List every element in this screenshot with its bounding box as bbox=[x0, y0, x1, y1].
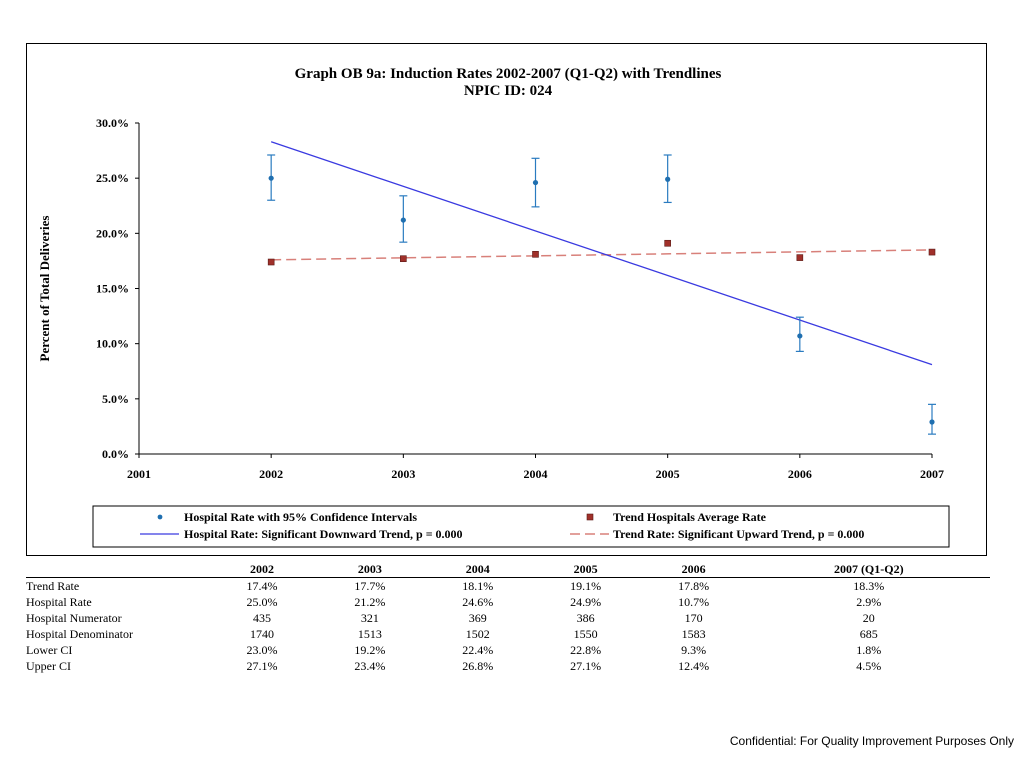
downward-trendline bbox=[270, 141, 933, 366]
table-row: Lower CI 23.0% 19.2% 22.4% 22.8% 9.3% 1.8% bbox=[26, 642, 990, 658]
y-tick-label: 20.0% bbox=[96, 226, 129, 240]
table-cell: 1502 bbox=[465, 626, 490, 641]
table-cell: 25.0% bbox=[246, 594, 278, 609]
x-tick-label: 2007 bbox=[920, 467, 944, 481]
legend-upward-label: Trend Rate: Significant Upward Trend, p … bbox=[613, 527, 864, 541]
table-cell: 27.1% bbox=[570, 658, 602, 673]
table-cell: 19.1% bbox=[570, 578, 602, 593]
legend-hospital-label: Hospital Rate with 95% Confidence Interv… bbox=[184, 510, 417, 524]
trend-average-marker bbox=[928, 248, 936, 256]
table-row: Hospital Denominator 1740 1513 1502 1550 1583… bbox=[26, 626, 990, 642]
legend-box bbox=[92, 505, 950, 548]
table-row-label: Hospital Rate bbox=[26, 594, 92, 609]
table-cell: 19.2% bbox=[354, 642, 386, 657]
hospital-rate-point bbox=[797, 333, 803, 339]
table-cell: 4.5% bbox=[856, 658, 882, 673]
legend-hospital-marker bbox=[157, 514, 163, 520]
table-cell: 1583 bbox=[681, 626, 706, 641]
table-cell: 23.0% bbox=[246, 642, 278, 657]
table-column-header: 2007 (Q1-Q2) bbox=[747, 562, 990, 578]
table-row-label: Hospital Numerator bbox=[26, 610, 122, 625]
table-cell: 9.3% bbox=[681, 642, 707, 657]
trend-average-marker bbox=[400, 255, 407, 263]
table-row-label: Trend Rate bbox=[26, 578, 80, 593]
table-row-label: Lower CI bbox=[26, 642, 73, 657]
table-cell: 18.1% bbox=[462, 578, 494, 593]
table-cell: 170 bbox=[684, 610, 703, 625]
trend-average-marker bbox=[532, 250, 539, 258]
table-cell: 21.2% bbox=[354, 594, 386, 609]
table-corner-header bbox=[26, 562, 208, 578]
y-tick-label: 30.0% bbox=[96, 116, 129, 130]
table-cell: 23.4% bbox=[354, 658, 386, 673]
hospital-rate-point bbox=[532, 179, 539, 186]
chart-subtitle: NPIC ID: 024 bbox=[464, 83, 553, 99]
upward-trendline bbox=[271, 249, 933, 261]
table-cell: 2.9% bbox=[856, 594, 882, 609]
table-body: Trend Rate 17.4% 17.7% 18.1% 19.1% 17.8% 18.3%… bbox=[26, 578, 990, 675]
legend-trend-marker bbox=[586, 513, 594, 521]
x-tick-label: 2001 bbox=[127, 467, 151, 481]
x-tick-label: 2003 bbox=[391, 467, 415, 481]
table-cell: 685 bbox=[859, 626, 878, 641]
table-cell: 12.4% bbox=[678, 658, 710, 673]
table-header-row: 2002 2003 2004 2005 2006 2007 (Q1-Q2) bbox=[26, 562, 990, 578]
chart-svg: Graph OB 9a: Induction Rates 2002-2007 (… bbox=[37, 66, 950, 548]
table-column-header: 2002 bbox=[208, 562, 316, 578]
legend-trend-label: Trend Hospitals Average Rate bbox=[613, 510, 767, 524]
table-cell: 321 bbox=[360, 610, 379, 625]
table-cell: 10.7% bbox=[678, 594, 710, 609]
table-cell: 17.8% bbox=[678, 578, 710, 593]
table-cell: 17.7% bbox=[354, 578, 386, 593]
hospital-rate-point bbox=[268, 175, 274, 181]
chart-title: Graph OB 9a: Induction Rates 2002-2007 (… bbox=[295, 66, 722, 82]
table-cell: 18.3% bbox=[853, 578, 885, 593]
trend-average-marker bbox=[796, 254, 804, 261]
table-cell: 20 bbox=[862, 610, 875, 625]
footer-note: Confidential: For Quality Improvement Pu… bbox=[729, 734, 1014, 748]
table-cell: 24.6% bbox=[462, 594, 494, 609]
y-tick-label: 5.0% bbox=[102, 392, 129, 406]
hospital-rate-point bbox=[400, 217, 406, 223]
table-cell: 1.8% bbox=[856, 642, 882, 657]
x-tick-label: 2004 bbox=[524, 467, 548, 481]
table-cell: 1550 bbox=[573, 626, 598, 641]
legend-downward-label: Hospital Rate: Significant Downward Tren… bbox=[184, 527, 463, 541]
table-row: Hospital Rate 25.0% 21.2% 24.6% 24.9% 10.7% 2.… bbox=[26, 594, 990, 610]
table-cell: 22.8% bbox=[570, 642, 602, 657]
trend-average-marker bbox=[267, 258, 275, 266]
table-cell: 26.8% bbox=[462, 658, 494, 673]
hospital-rate-point bbox=[929, 419, 935, 425]
data-table: 2002 2003 2004 2005 2006 2007 (Q1-Q2) Trend R… bbox=[26, 562, 990, 674]
table-row-label: Hospital Denominator bbox=[26, 626, 133, 641]
y-tick-label: 0.0% bbox=[102, 447, 129, 461]
table-cell: 369 bbox=[468, 610, 487, 625]
y-axis-title: Percent of Total Deliveries bbox=[37, 216, 52, 362]
y-tick-label: 25.0% bbox=[96, 171, 129, 185]
x-tick-label: 2002 bbox=[259, 467, 283, 481]
table-cell: 27.1% bbox=[246, 658, 278, 673]
table-row: Trend Rate 17.4% 17.7% 18.1% 19.1% 17.8% 18.3% bbox=[26, 578, 990, 595]
table-row: Hospital Numerator 435 321 369 386 170 20 bbox=[26, 610, 990, 626]
y-tick-label: 15.0% bbox=[96, 282, 129, 296]
table-cell: 17.4% bbox=[246, 578, 278, 593]
table-cell: 24.9% bbox=[570, 594, 602, 609]
x-tick-label: 2006 bbox=[788, 467, 812, 481]
table-column-header: 2005 bbox=[531, 562, 640, 578]
hospital-rate-point bbox=[665, 176, 671, 182]
table-cell: 1740 bbox=[249, 626, 274, 641]
chart-frame: Graph OB 9a: Induction Rates 2002-2007 (… bbox=[26, 43, 987, 556]
table-cell: 22.4% bbox=[462, 642, 494, 657]
table-cell: 435 bbox=[252, 610, 271, 625]
table-cell: 386 bbox=[576, 610, 595, 625]
table-column-header: 2004 bbox=[423, 562, 532, 578]
table-column-header: 2003 bbox=[315, 562, 424, 578]
y-tick-label: 10.0% bbox=[96, 337, 129, 351]
x-tick-label: 2005 bbox=[656, 467, 680, 481]
table-row: Upper CI 27.1% 23.4% 26.8% 27.1% 12.4% 4.5% bbox=[26, 658, 990, 674]
trend-average-marker bbox=[664, 239, 671, 247]
table-column-header: 2006 bbox=[639, 562, 748, 578]
table-row-label: Upper CI bbox=[26, 658, 71, 673]
table-cell: 1513 bbox=[357, 626, 382, 641]
